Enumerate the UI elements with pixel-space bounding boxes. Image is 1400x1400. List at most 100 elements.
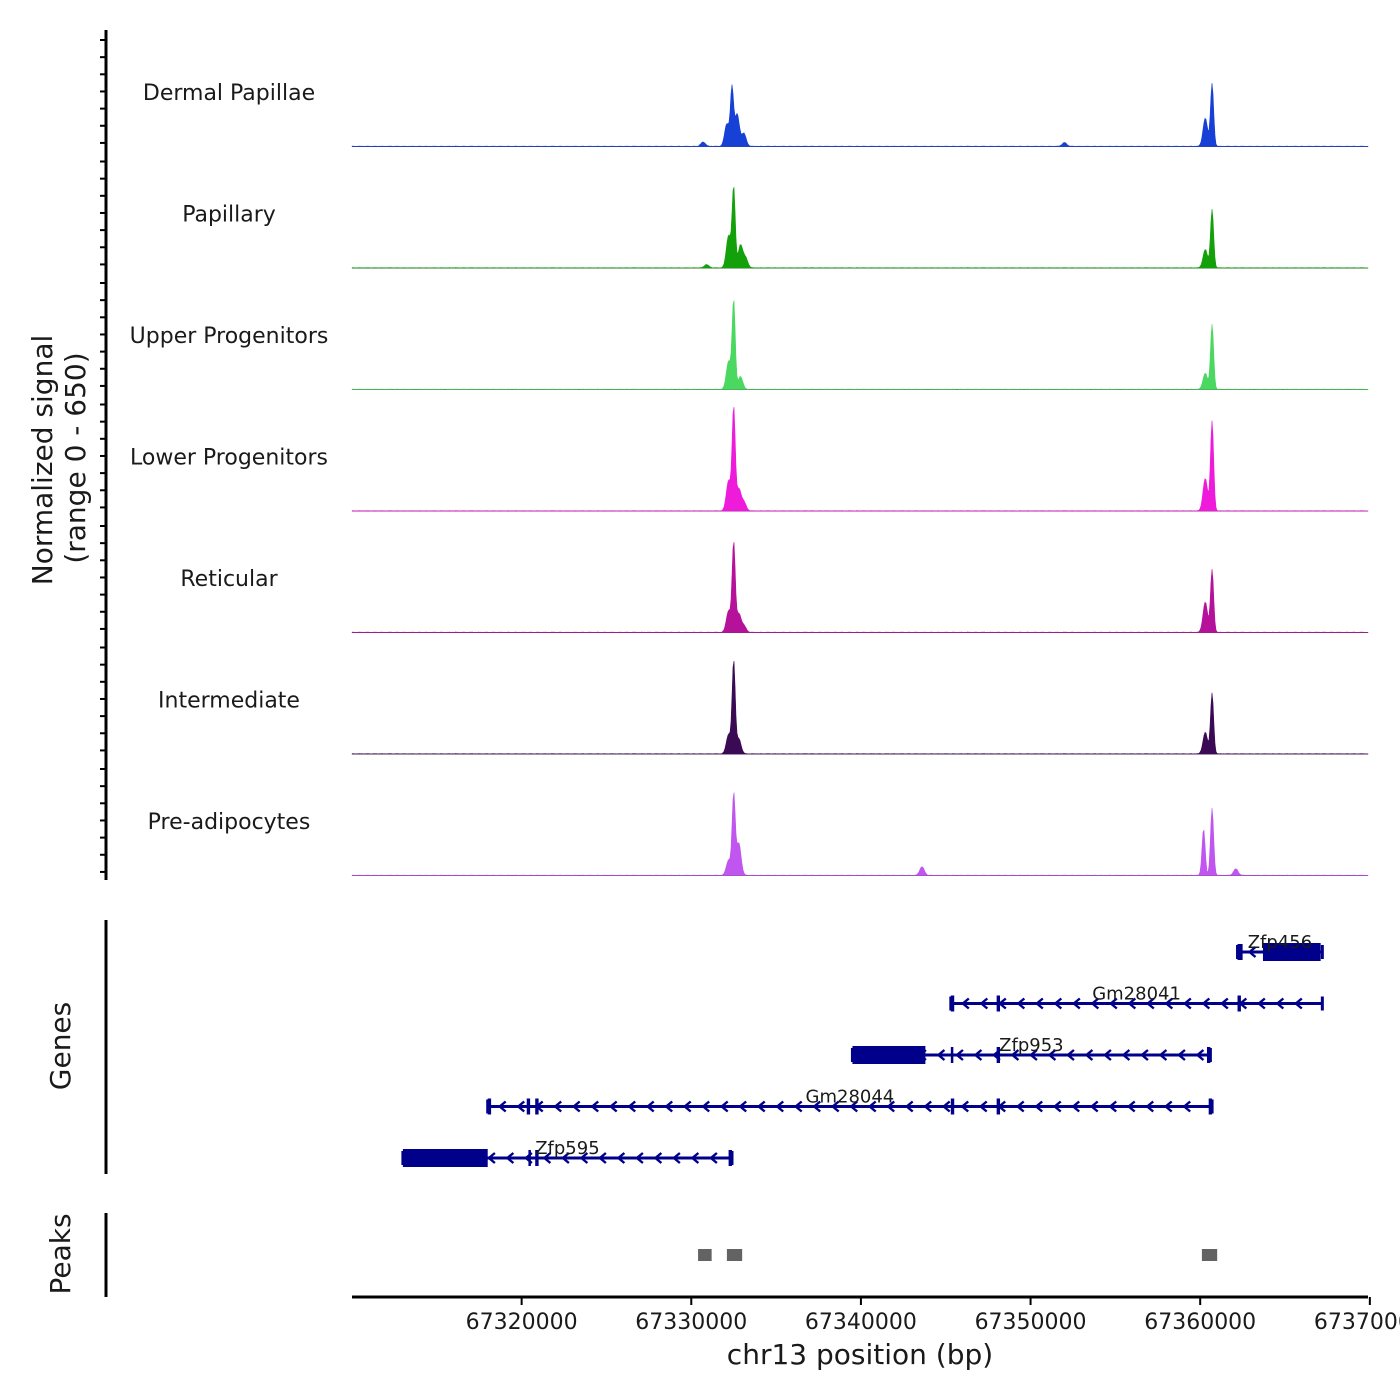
strand-arrow	[1053, 997, 1063, 1010]
strand-arrow	[849, 1100, 858, 1113]
strand-arrow	[960, 997, 970, 1010]
gene-exon	[728, 1150, 732, 1166]
strand-arrow	[1164, 997, 1174, 1010]
gene-exon	[950, 1047, 954, 1063]
strand-arrow	[1219, 997, 1229, 1010]
strand-arrow	[645, 1100, 655, 1113]
gene-exon	[996, 995, 1001, 1012]
strand-arrow	[516, 1100, 525, 1113]
peak-region	[698, 1249, 712, 1261]
gene-exon	[996, 1098, 1001, 1115]
gene-exon	[487, 1098, 492, 1115]
strand-arrow	[1108, 997, 1118, 1010]
signal-area-intermediate	[351, 660, 1369, 755]
strand-arrow	[1201, 997, 1211, 1010]
strand-arrow	[590, 1100, 599, 1113]
strand-arrow	[941, 1100, 951, 1113]
x-tick-label: 67330000	[635, 1310, 747, 1335]
gene-label-zfp953: Zfp953	[999, 1035, 1063, 1056]
gene-exon	[950, 1098, 955, 1115]
strand-arrow	[886, 1100, 895, 1113]
strand-arrow	[1145, 1100, 1154, 1113]
strand-arrow	[867, 1100, 877, 1113]
gene-exon	[535, 1150, 539, 1166]
strand-arrow	[709, 1152, 718, 1164]
track-label-lower-progenitors: Lower Progenitors	[130, 446, 328, 471]
strand-arrow	[553, 1100, 562, 1113]
strand-arrow	[1182, 1100, 1191, 1113]
x-tick-label: 67340000	[805, 1310, 917, 1335]
strand-arrow	[1071, 997, 1081, 1010]
strand-arrow	[793, 1100, 803, 1113]
track-label-reticular: Reticular	[180, 567, 278, 592]
gene-label-zfp456: Zfp456	[1248, 932, 1312, 953]
strand-arrow	[497, 1100, 507, 1113]
signal-area-papillary	[351, 187, 1369, 269]
strand-arrow	[505, 1152, 515, 1164]
signal-area-pre-adipocytes	[351, 792, 1369, 876]
strand-arrow	[627, 1100, 636, 1113]
strand-arrow	[1293, 997, 1303, 1010]
strand-arrow	[1163, 1100, 1173, 1113]
peak-region	[726, 1249, 743, 1261]
strand-arrow	[738, 1100, 747, 1113]
strand-arrow	[1034, 1100, 1043, 1113]
strand-arrow	[830, 1100, 840, 1113]
strand-arrow	[1090, 997, 1100, 1010]
gene-exon	[1237, 944, 1243, 960]
gene-exon	[996, 1047, 1001, 1063]
strand-arrow	[653, 1152, 663, 1164]
strand-arrow	[979, 997, 989, 1010]
signal-panel: Dermal Papillae Papillary Upper Progenitor…	[100, 30, 1369, 880]
strand-arrow	[1052, 1100, 1062, 1113]
strand-arrow	[1029, 1049, 1038, 1061]
strand-arrow	[542, 1152, 552, 1164]
strand-arrow	[664, 1100, 673, 1113]
strand-arrow	[1015, 1100, 1025, 1113]
strand-arrow	[1126, 1100, 1136, 1113]
x-tick-label: 67320000	[466, 1310, 578, 1335]
strand-arrow	[682, 1100, 692, 1113]
x-tick-label: 67370000	[1314, 1310, 1400, 1335]
strand-arrow	[812, 1100, 821, 1113]
strand-arrow	[1195, 1049, 1205, 1061]
gene-zfp456: Zfp456	[1236, 932, 1324, 961]
strand-arrow	[1016, 997, 1026, 1010]
gene-exon	[1206, 1047, 1211, 1063]
strand-arrow	[955, 1049, 964, 1061]
strand-arrow	[923, 1100, 932, 1113]
x-tick-label: 67360000	[1144, 1310, 1256, 1335]
strand-arrow	[1034, 997, 1044, 1010]
strand-arrow	[487, 1152, 496, 1164]
gene-exon	[528, 1150, 531, 1166]
signal-area-reticular	[351, 542, 1369, 633]
track-label-papillary: Papillary	[182, 203, 276, 228]
gene-label-gm28041: Gm28041	[1092, 984, 1181, 1005]
strand-arrow	[598, 1152, 607, 1164]
strand-arrow	[719, 1100, 729, 1113]
strand-arrow	[616, 1152, 626, 1164]
y-axis-title-line-1: Normalized signal	[26, 335, 59, 586]
x-axis: 67320000 67330000 67340000 67350000 67360000…	[352, 1295, 1400, 1335]
gene-label-zfp595: Zfp595	[535, 1138, 599, 1159]
strand-arrow	[1127, 997, 1137, 1010]
strand-arrow	[1089, 1100, 1099, 1113]
strand-arrow	[1010, 1049, 1020, 1061]
strand-arrow	[571, 1100, 581, 1113]
gene-exon	[852, 1046, 926, 1064]
y-axis-title-line-2: (range 0 - 650)	[59, 352, 92, 563]
gene-exon	[1262, 943, 1321, 961]
gene-exon	[535, 1098, 539, 1115]
strand-arrow	[973, 1049, 983, 1061]
gene-panel: Zfp456 Gm28041 Zfp953 Gm28044 Zfp595	[104, 920, 1324, 1174]
peak-panel	[104, 1213, 1218, 1297]
gene-label-gm28044: Gm28044	[806, 1087, 895, 1108]
gene-zfp595: Zfp595	[401, 1138, 734, 1167]
strand-arrow	[635, 1152, 644, 1164]
signal-area-dermal-papillae	[351, 83, 1369, 147]
strand-arrow	[904, 1100, 914, 1113]
track-label-upper-progenitors: Upper Progenitors	[130, 324, 329, 349]
gene-exon	[1208, 1098, 1213, 1115]
strand-arrow	[1145, 997, 1155, 1010]
